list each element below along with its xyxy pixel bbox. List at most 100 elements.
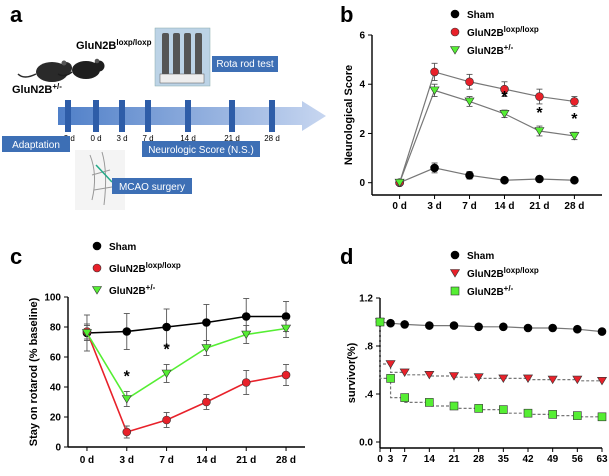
data-point bbox=[597, 327, 607, 336]
data-point bbox=[430, 163, 439, 173]
data-point bbox=[573, 324, 582, 334]
data-point bbox=[573, 411, 582, 420]
x-tick-label: 3 bbox=[388, 454, 394, 465]
timeline-tick-mark bbox=[119, 100, 125, 132]
timeline-tick-mark bbox=[185, 100, 191, 132]
x-tick-label: 28 d bbox=[276, 455, 296, 466]
timeline-tick-label: 0 d bbox=[90, 134, 101, 143]
x-tick-label: 21 d bbox=[236, 455, 256, 466]
y-axis-label: Stay on rotarod (% baseline) bbox=[28, 297, 40, 446]
series-line bbox=[399, 71, 575, 183]
panel-a: a GluN2Bloxp/loxp GluN2B+/- Rota rod tes… bbox=[2, 2, 326, 210]
timeline-tick-label: 14 d bbox=[180, 134, 196, 143]
series-line bbox=[399, 167, 575, 184]
y-tick-label: 20 bbox=[50, 413, 62, 424]
data-point bbox=[500, 175, 509, 185]
series-0 bbox=[395, 162, 579, 187]
data-point bbox=[281, 324, 292, 334]
legend-marker bbox=[449, 269, 461, 278]
data-point bbox=[535, 92, 544, 101]
y-tick-label: 60 bbox=[50, 353, 62, 364]
timeline-tick-label: 28 d bbox=[264, 134, 280, 143]
data-point bbox=[474, 404, 483, 413]
data-point bbox=[394, 178, 405, 188]
y-tick-label: 40 bbox=[50, 383, 62, 394]
x-tick-label: 0 d bbox=[80, 455, 94, 466]
legend-label: Sham bbox=[467, 251, 494, 262]
x-tick-label: 7 d bbox=[462, 201, 476, 212]
series-line bbox=[379, 322, 602, 382]
series-1 bbox=[395, 62, 579, 187]
series-0 bbox=[82, 298, 291, 352]
x-tick-label: 21 d bbox=[529, 201, 549, 212]
x-tick-label: 14 d bbox=[494, 201, 514, 212]
data-point bbox=[569, 132, 580, 141]
data-point bbox=[162, 415, 171, 425]
data-point bbox=[375, 317, 385, 327]
mouse-1-image bbox=[17, 60, 72, 82]
data-point bbox=[449, 401, 459, 411]
data-point bbox=[498, 374, 509, 383]
data-point bbox=[121, 395, 132, 404]
mouse-label-het: GluN2B+/- bbox=[12, 82, 62, 96]
legend-marker bbox=[450, 250, 460, 260]
panel-d-letter: d bbox=[340, 244, 353, 269]
significance-star: * bbox=[571, 111, 578, 128]
data-point bbox=[547, 375, 558, 385]
x-tick-label: 14 bbox=[424, 454, 436, 465]
panel-a-letter: a bbox=[10, 2, 23, 27]
timeline-tick-mark bbox=[145, 100, 151, 132]
x-tick-label: 28 bbox=[473, 454, 485, 465]
data-point bbox=[162, 322, 171, 332]
legend-label: GluN2Bloxp/loxp bbox=[109, 261, 181, 275]
data-point bbox=[534, 127, 545, 136]
legend-label: Sham bbox=[467, 10, 494, 21]
data-point bbox=[597, 412, 607, 422]
ns-label-box bbox=[142, 141, 260, 157]
timeline-tick-mark bbox=[65, 100, 71, 132]
data-point bbox=[522, 374, 534, 383]
data-point bbox=[535, 174, 544, 184]
series-line bbox=[86, 315, 287, 334]
panel-d: d 0.0 .4 .8 1.2 0 3 7 14 21 28 35 42 49 56 63 survivor(%… bbox=[340, 244, 608, 465]
x-tick-label: 7 d bbox=[159, 455, 173, 466]
series-1 bbox=[82, 323, 291, 439]
significance-star: * bbox=[163, 342, 170, 359]
data-point bbox=[523, 408, 533, 418]
y-tick-label: .8 bbox=[365, 342, 374, 353]
x-tick-label: 42 bbox=[522, 454, 534, 465]
data-point bbox=[465, 77, 474, 87]
series-2 bbox=[375, 317, 607, 422]
data-point bbox=[570, 175, 579, 185]
data-point bbox=[572, 375, 583, 385]
legend-marker bbox=[450, 27, 460, 37]
x-tick-label: 56 bbox=[572, 454, 584, 465]
legend-marker bbox=[92, 263, 102, 273]
data-point bbox=[429, 86, 440, 95]
significance-star: * bbox=[124, 369, 131, 386]
timeline-tick-label: 3 d bbox=[116, 134, 127, 143]
data-point bbox=[425, 321, 434, 330]
x-tick-label: 63 bbox=[596, 454, 608, 465]
data-point bbox=[241, 378, 251, 387]
y-tick-label: 0 bbox=[55, 443, 61, 454]
data-point bbox=[202, 397, 211, 407]
data-point bbox=[281, 370, 291, 380]
adaptation-label-box bbox=[2, 136, 70, 152]
data-point bbox=[386, 374, 395, 383]
data-point bbox=[241, 312, 251, 321]
x-tick-label: 49 bbox=[547, 454, 559, 465]
data-point bbox=[548, 410, 557, 419]
series-line bbox=[399, 89, 575, 183]
legend-label: GluN2Bloxp/loxp bbox=[467, 25, 539, 39]
x-tick-label: 0 d bbox=[392, 201, 406, 212]
data-point bbox=[523, 323, 533, 333]
legend-marker bbox=[449, 46, 461, 55]
data-point bbox=[465, 171, 474, 180]
y-tick-label: 0.0 bbox=[359, 438, 373, 449]
y-tick-label: 100 bbox=[44, 293, 61, 304]
series-line bbox=[379, 321, 603, 333]
data-point bbox=[161, 369, 172, 379]
timeline-tick-label: 7 d bbox=[142, 134, 153, 143]
